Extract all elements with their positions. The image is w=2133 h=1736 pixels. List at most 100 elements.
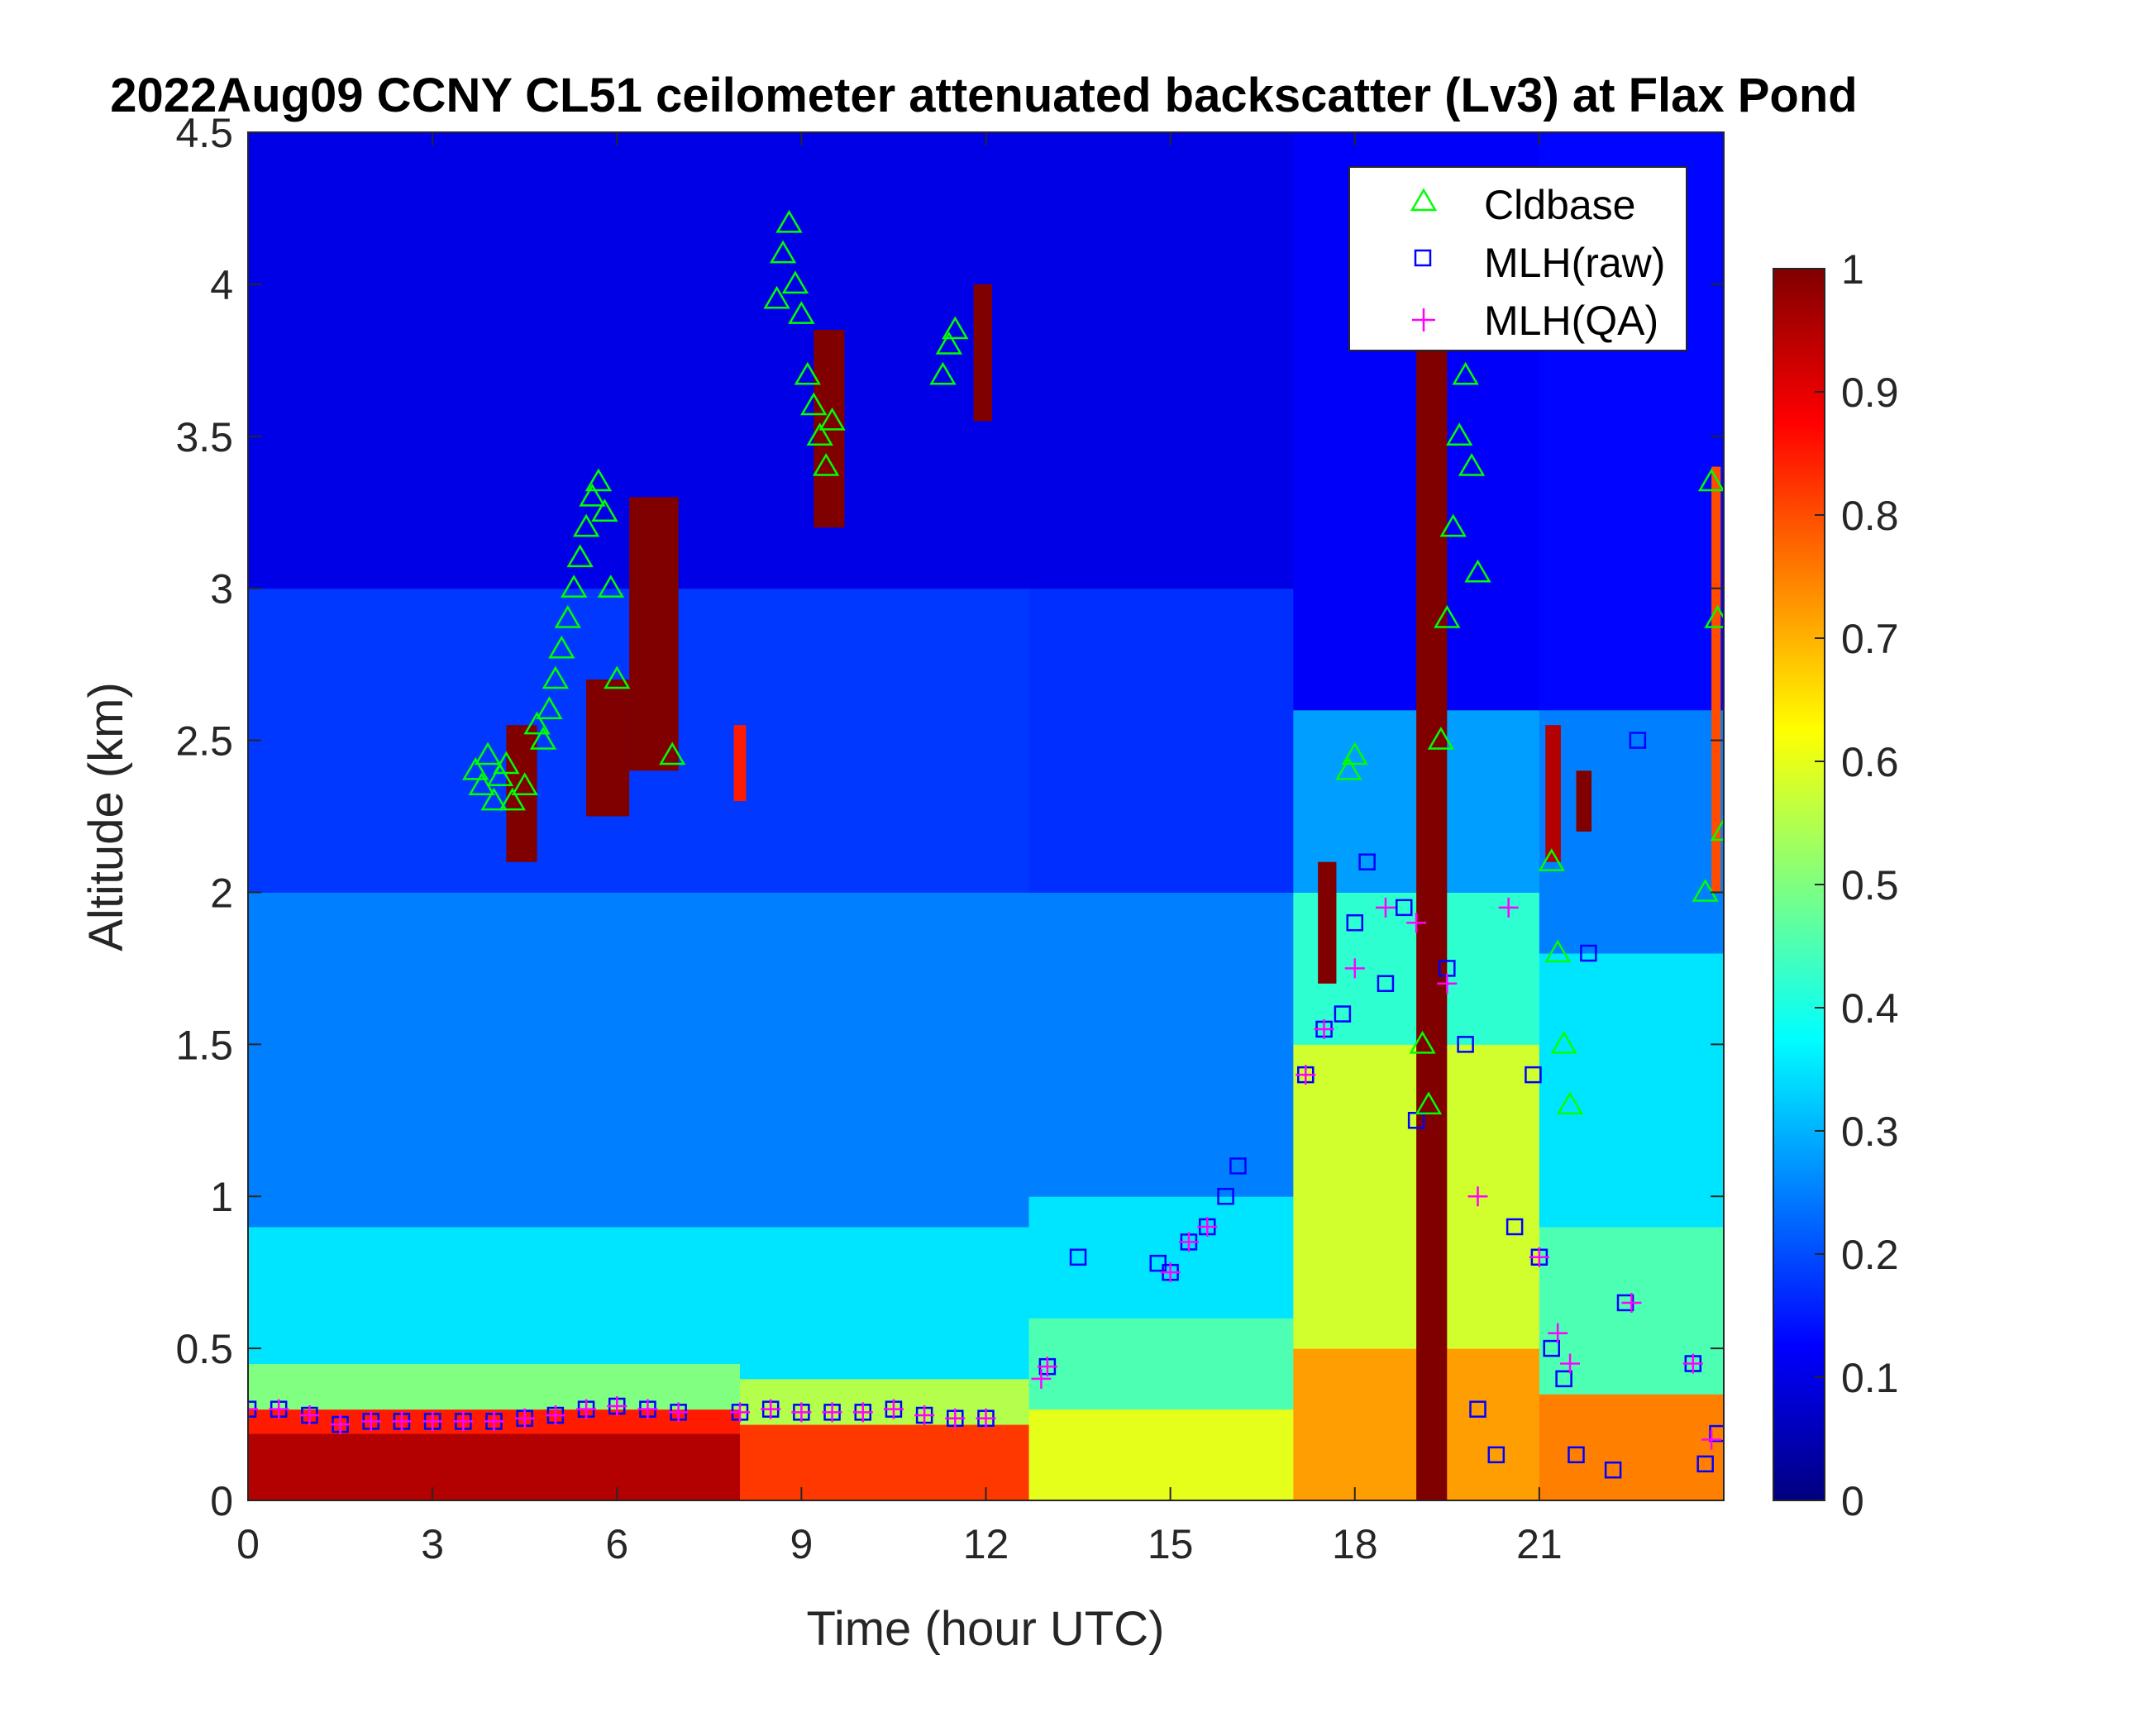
x-tick-label: 3 <box>421 1521 444 1567</box>
mlh-qa-point <box>761 1399 781 1419</box>
cloud-backscatter-patch <box>629 497 679 771</box>
colorbar-tick-label: 0 <box>1841 1478 1864 1524</box>
cldbase-point <box>462 756 489 780</box>
cloud-backscatter-patch <box>733 725 747 802</box>
x-axis: 0 3 6 9 12 15 18 21 <box>236 132 1563 1567</box>
y-tick-label: 1.5 <box>175 1022 233 1068</box>
cldbase-point <box>536 696 563 720</box>
cldbase-point <box>775 209 803 233</box>
cloud-backscatter-patch <box>586 680 630 817</box>
backscatter-layer <box>248 1363 741 1410</box>
mlh-qa-point <box>1406 913 1427 933</box>
cldbase-point <box>1415 1091 1443 1115</box>
x-tick-label: 15 <box>1148 1521 1194 1567</box>
mlh-qa-point <box>299 1405 320 1426</box>
cldbase-point <box>1556 1091 1584 1115</box>
cldbase-point <box>812 453 840 476</box>
mlh-qa-point <box>248 1399 258 1419</box>
backscatter-layer <box>740 1424 1030 1500</box>
mlh-qa-point <box>1682 1353 1703 1374</box>
mlh-raw-point <box>1543 1339 1560 1357</box>
mlh-qa-point <box>914 1405 935 1426</box>
cldbase-point <box>542 665 570 689</box>
cldbase-point <box>591 498 618 522</box>
colorbar-tick-label: 0.3 <box>1841 1109 1899 1155</box>
cldbase-point <box>486 763 514 786</box>
mlh-qa-point <box>576 1399 597 1419</box>
cldbase-point <box>788 301 815 324</box>
y-tick-label: 2 <box>210 870 233 916</box>
mlh-qa-point <box>269 1399 289 1419</box>
backscatter-layer <box>740 892 1030 1228</box>
mlh-qa-point <box>360 1411 381 1432</box>
mlh-raw-point <box>1568 1446 1585 1464</box>
backscatter-layer <box>1539 1394 1724 1500</box>
colorbar-tick-label: 0.9 <box>1841 370 1899 416</box>
cloud-backscatter-patch <box>973 284 992 422</box>
x-tick-label: 0 <box>236 1521 260 1567</box>
mlh-raw-point <box>1580 944 1597 962</box>
mlh-raw-point <box>1358 853 1376 870</box>
mlh-qa-point <box>330 1414 351 1435</box>
cldbase-point <box>523 711 551 735</box>
mlh-qa-point <box>1701 1429 1722 1450</box>
cldbase-point <box>548 635 575 659</box>
cldbase-point <box>935 331 963 355</box>
colorbar-axis: 0 0.1 0.2 0.3 0.4 0.5 0.6 0.7 0.8 0.9 1 <box>1815 246 1899 1524</box>
mlh-qa-legend-icon <box>1412 308 1435 331</box>
mlh-raw-point <box>1487 1446 1506 1464</box>
colorbar-tick-label: 1 <box>1841 246 1864 293</box>
mlh-raw-point <box>1334 1005 1352 1023</box>
mlh-raw-point <box>1469 1400 1486 1418</box>
backscatter-layer <box>248 1227 741 1364</box>
colorbar-tick-label: 0.4 <box>1841 985 1899 1032</box>
mlh-qa-point <box>1344 958 1365 979</box>
y-tick-label: 2.5 <box>175 718 233 765</box>
backscatter-layer <box>1028 892 1294 1197</box>
mlh-raw-point <box>1377 975 1395 993</box>
mlh-qa-point <box>545 1405 565 1426</box>
cloud-backscatter-patch <box>1576 770 1592 832</box>
cldbase-point <box>1464 559 1491 583</box>
mlh-raw-point <box>1604 1461 1622 1479</box>
cldbase-point <box>499 787 526 811</box>
cldbase-point <box>1550 1030 1577 1054</box>
cldbase-point <box>1434 604 1461 628</box>
cldbase-point <box>1446 422 1473 446</box>
cldbase-point <box>566 544 594 568</box>
x-tick-label: 6 <box>605 1521 628 1567</box>
backscatter-layer <box>1539 953 1724 1228</box>
mlh-qa-point <box>730 1402 750 1423</box>
chart-title: 2022Aug09 CCNY CL51 ceilometer attenuate… <box>110 69 1857 122</box>
mlh-raw-point <box>1709 1424 1724 1443</box>
colorbar-tick-label: 0.1 <box>1841 1355 1899 1401</box>
cldbase-point <box>763 285 790 309</box>
cldbase-point <box>585 468 613 492</box>
cldbase-point <box>659 742 686 765</box>
y-axis: 0 0.5 1 1.5 2 2.5 3 3.5 4 4.5 <box>175 110 1724 1524</box>
legend-label-mlh-qa: MLH(QA) <box>1484 298 1658 344</box>
x-tick-label: 9 <box>790 1521 813 1567</box>
cldbase-point <box>480 787 508 811</box>
mlh-qa-point <box>945 1408 966 1428</box>
cldbase-point <box>1335 756 1362 780</box>
cldbase-point <box>474 742 502 765</box>
cldbase-point <box>604 665 631 689</box>
cloud-backscatter-patch <box>1545 725 1561 862</box>
x-tick-label: 21 <box>1516 1521 1563 1567</box>
cldbase-point <box>818 407 846 431</box>
mlh-raw-point <box>1555 1370 1572 1388</box>
mlh-qa-point <box>883 1399 904 1419</box>
mlh-qa-point <box>668 1402 689 1423</box>
legend-box <box>1348 166 1687 351</box>
cldbase-point <box>1427 727 1455 750</box>
cldbase-point <box>781 270 809 294</box>
colorbar-tick-label: 0.5 <box>1841 862 1899 909</box>
mlh-qa-point <box>1467 1186 1488 1207</box>
mlh-raw-point <box>1629 732 1647 749</box>
y-tick-label: 1 <box>210 1174 233 1220</box>
cldbase-point <box>929 361 957 385</box>
cldbase-point <box>493 751 520 775</box>
cldbase-point <box>769 240 797 264</box>
backscatter-layer <box>1028 132 1294 589</box>
